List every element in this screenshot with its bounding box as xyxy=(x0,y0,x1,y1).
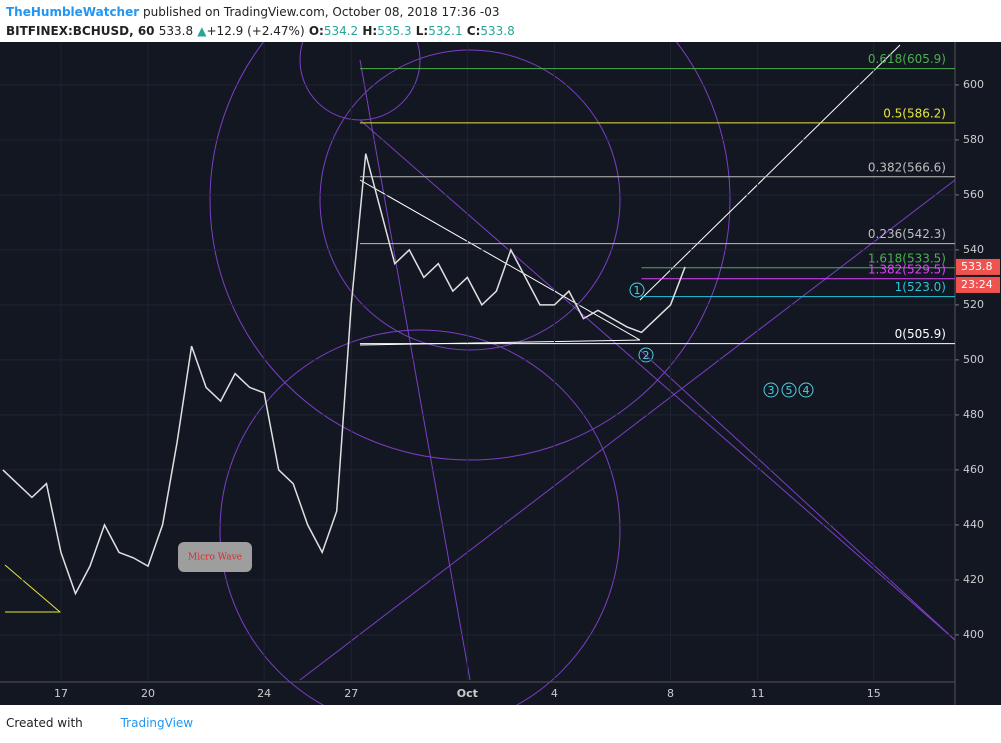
fib-label: 1(523.0) xyxy=(895,280,946,294)
price-tag-bg xyxy=(956,258,1000,275)
y-tick-label: 540 xyxy=(963,243,984,256)
y-tick-label: 440 xyxy=(963,518,984,531)
price-tag: 533.8 xyxy=(961,260,993,273)
c-label: C: xyxy=(466,24,481,38)
callout-text: Micro Wave xyxy=(188,553,242,563)
x-tick-label: 17 xyxy=(54,687,68,700)
close: 533.8 xyxy=(480,24,515,38)
drawings xyxy=(4,42,956,705)
last: 533.8 xyxy=(158,24,194,38)
y-tick-label: 520 xyxy=(963,298,984,311)
y-tick-label: 500 xyxy=(963,353,984,366)
brand[interactable]: TradingView xyxy=(120,716,194,730)
fib-label: 0.236(542.3) xyxy=(868,227,946,241)
symbol: BITFINEX:BCHUSD, 60 xyxy=(6,24,155,38)
o-label: O: xyxy=(308,24,324,38)
y-tick-label: 420 xyxy=(963,573,984,586)
wave-label: 5 xyxy=(786,384,793,397)
change: +12.9 (+2.47%) xyxy=(206,24,305,38)
countdown: 23:24 xyxy=(961,278,993,291)
published: published on TradingView.com, October 08… xyxy=(142,5,500,19)
countdown-bg xyxy=(956,276,1000,293)
y-tick-label: 400 xyxy=(963,628,984,641)
fib-label: 0(505.9) xyxy=(895,327,946,341)
l-label: L: xyxy=(415,24,429,38)
y-tick-label: 600 xyxy=(963,78,984,91)
fib-label: 0.618(605.9) xyxy=(868,52,946,66)
x-tick-label: 4 xyxy=(551,687,558,700)
fib-label: 0.382(566.6) xyxy=(868,160,946,174)
x-tick-label: Oct xyxy=(457,687,478,700)
wave-label: 4 xyxy=(803,384,810,397)
fib-label: 1.382(529.5) xyxy=(868,262,946,276)
low: 532.1 xyxy=(428,24,463,38)
footer: Created with TradingView xyxy=(6,716,193,730)
wave-label: 1 xyxy=(634,284,641,297)
h-label: H: xyxy=(362,24,378,38)
price-line xyxy=(2,153,686,596)
background xyxy=(0,42,1001,705)
y-tick-label: 580 xyxy=(963,133,984,146)
author[interactable]: TheHumbleWatcher xyxy=(6,5,140,19)
x-tick-label: 20 xyxy=(141,687,155,700)
high: 535.3 xyxy=(377,24,412,38)
wave-labels: 1 2 3 5 4 xyxy=(634,284,810,397)
header: TheHumbleWatcher published on TradingVie… xyxy=(6,3,515,41)
wave-label: 3 xyxy=(768,384,775,397)
x-tick-label: 27 xyxy=(344,687,358,700)
x-tick-label: 24 xyxy=(257,687,271,700)
x-tick-label: 8 xyxy=(667,687,674,700)
wave-label: 2 xyxy=(643,349,650,362)
created: Created with xyxy=(6,716,83,730)
y-tick-label: 460 xyxy=(963,463,984,476)
x-tick-label: 15 xyxy=(867,687,881,700)
callout xyxy=(178,542,252,572)
open: 534.2 xyxy=(323,24,359,38)
wave-circles xyxy=(629,282,814,398)
fib-label: 1.618(533.5) xyxy=(868,251,946,265)
x-tick-label: 11 xyxy=(751,687,765,700)
y-tick-label: 560 xyxy=(963,188,984,201)
fib-label: 0.5(586.2) xyxy=(883,106,946,120)
y-tick-label: 480 xyxy=(963,408,984,421)
chart: Micro Wave 1 2 3 5 4 4004204404604805005… xyxy=(0,42,1001,705)
arrow: ▲ xyxy=(197,24,207,38)
